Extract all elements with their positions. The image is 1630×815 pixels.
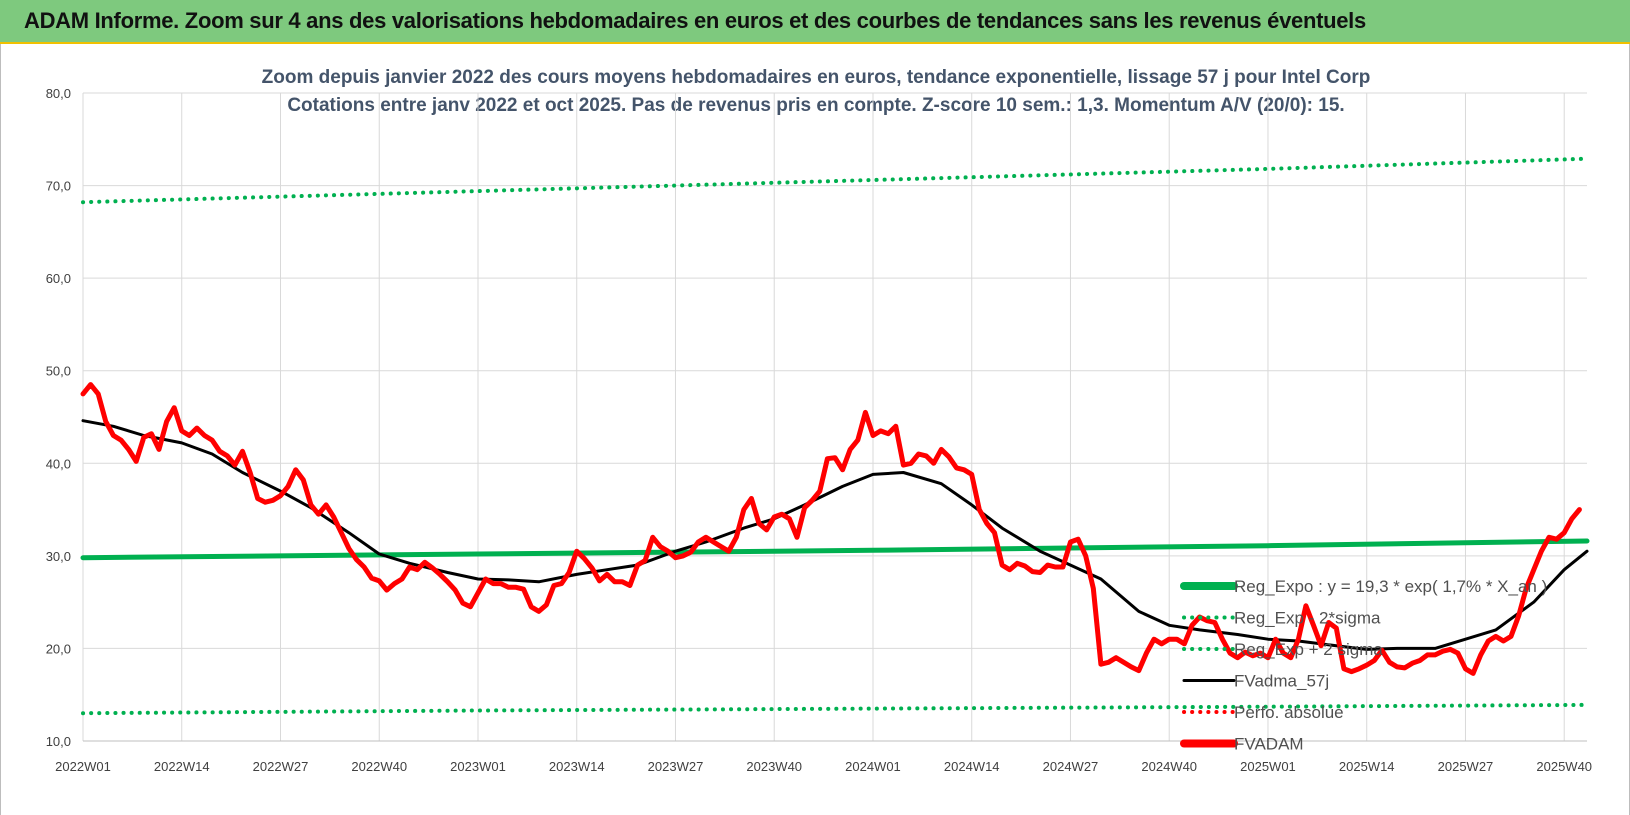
y-tick-label: 60,0 <box>46 271 71 286</box>
grid <box>82 92 1587 742</box>
x-tick-label: 2022W01 <box>55 759 111 774</box>
x-tick-label: 2023W40 <box>746 759 802 774</box>
legend-entry-1: Reg_Exp - 2*sigma <box>1234 609 1381 628</box>
y-tick-label: 70,0 <box>46 179 71 194</box>
y-tick-label: 30,0 <box>46 549 71 564</box>
y-tick-label: 50,0 <box>46 364 71 379</box>
x-tick-label: 2025W01 <box>1240 759 1296 774</box>
chart-title: Zoom depuis janvier 2022 des cours moyen… <box>262 67 1371 88</box>
y-tick-label: 80,0 <box>46 86 71 101</box>
series-line-1 <box>81 702 1589 716</box>
x-tick-label: 2025W40 <box>1536 759 1592 774</box>
legend-entry-2: Reg_Exp + 2 sigma <box>1234 640 1383 659</box>
x-tick-label: 2025W14 <box>1339 759 1395 774</box>
chart-frame: Zoom depuis janvier 2022 des cours moyen… <box>0 44 1630 815</box>
chart: Zoom depuis janvier 2022 des cours moyen… <box>46 67 1592 774</box>
x-tick-label: 2025W27 <box>1438 759 1494 774</box>
y-tick-label: 10,0 <box>46 734 71 749</box>
x-tick-label: 2022W40 <box>351 759 407 774</box>
x-tick-label: 2022W14 <box>154 759 210 774</box>
x-tick-label: 2023W27 <box>648 759 704 774</box>
x-tick-label: 2024W27 <box>1043 759 1099 774</box>
x-tick-label: 2024W40 <box>1141 759 1197 774</box>
x-tick-label: 2022W27 <box>253 759 309 774</box>
chart-subtitle: Cotations entre janv 2022 et oct 2025. P… <box>287 95 1344 116</box>
series-line-0 <box>80 538 1590 561</box>
y-tick-label: 20,0 <box>46 641 71 656</box>
x-tick-label: 2024W14 <box>944 759 1000 774</box>
legend-entry-4: Perfo. absolue <box>1234 703 1344 722</box>
series-line-2 <box>81 156 1589 205</box>
report-banner: ADAM Informe. Zoom sur 4 ans des valoris… <box>0 0 1630 44</box>
x-tick-label: 2024W01 <box>845 759 901 774</box>
legend-entry-5: FVADAM <box>1234 735 1304 754</box>
legend-entry-3: FVadma_57j <box>1234 672 1329 691</box>
y-tick-label: 40,0 <box>46 456 71 471</box>
legend-entry-0: Reg_Expo : y = 19,3 * exp( 1,7% * X_an ) <box>1234 577 1547 596</box>
x-tick-label: 2023W14 <box>549 759 605 774</box>
plot-area <box>80 156 1590 716</box>
report-title: ADAM Informe. Zoom sur 4 ans des valoris… <box>24 8 1366 33</box>
series-line-5 <box>80 382 1582 676</box>
axes: 10,0 20,0 30,0 40,0 50,0 60,0 70,0 80,0 2022W01 2… <box>46 86 1592 774</box>
legend: Reg_Expo : y = 19,3 * exp( 1,7% * X_an )… <box>1180 577 1547 754</box>
x-tick-label: 2023W01 <box>450 759 506 774</box>
